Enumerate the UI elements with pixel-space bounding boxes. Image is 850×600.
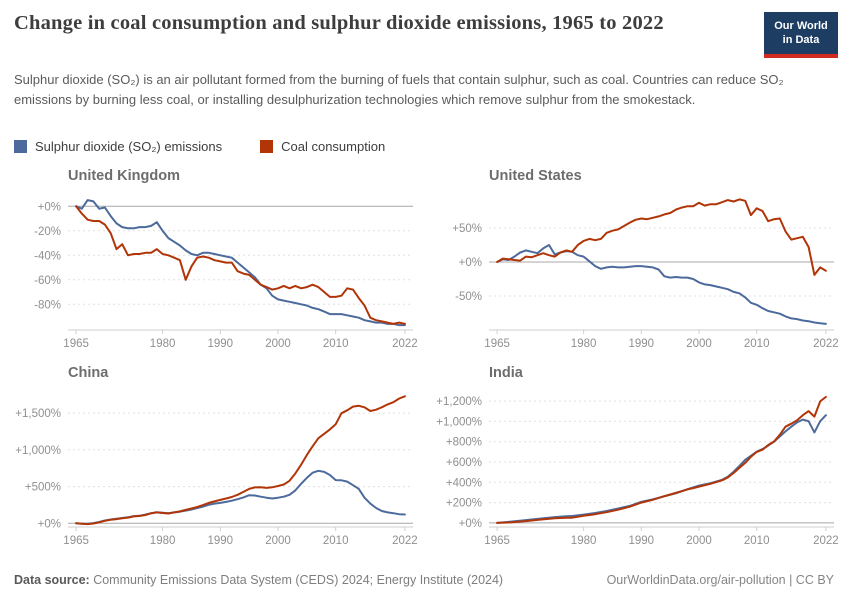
x-tick-label: 1965 — [63, 338, 89, 350]
x-tick-label: 1990 — [629, 535, 655, 547]
x-tick-label: 2022 — [813, 338, 839, 350]
x-tick-label: 1990 — [208, 338, 234, 350]
x-tick-label: 1990 — [208, 535, 234, 547]
y-tick-label: -60% — [34, 275, 61, 287]
y-tick-label: +800% — [446, 437, 482, 449]
so2-legend-swatch-icon — [14, 140, 27, 153]
x-tick-label: 1990 — [629, 338, 655, 350]
coal-line — [496, 395, 827, 524]
owid-url-link[interactable]: OurWorldinData.org/air-pollution | CC BY — [606, 573, 834, 587]
y-tick-label: +500% — [25, 482, 61, 494]
panel-title: United Kingdom — [68, 168, 180, 184]
so2-line — [496, 244, 827, 325]
y-tick-label: +600% — [446, 457, 482, 469]
x-tick-label: 2010 — [744, 535, 770, 547]
data-source-text: Community Emissions Data System (CEDS) 2… — [89, 573, 504, 587]
panel-title: United States — [489, 168, 582, 184]
coal-legend-swatch-icon — [260, 140, 274, 153]
so2-line — [75, 469, 406, 525]
y-tick-label: +200% — [446, 498, 482, 510]
x-tick-label: 2010 — [744, 338, 770, 350]
page-title: Change in coal consumption and sulphur d… — [14, 12, 664, 34]
y-tick-label: +1,200% — [436, 396, 482, 408]
y-tick-label: +0% — [38, 518, 61, 530]
y-tick-label: +0% — [459, 257, 482, 269]
owid-logo-line2: in Data — [782, 34, 820, 47]
coal-line — [75, 395, 406, 526]
x-tick-label: 1980 — [150, 535, 176, 547]
x-tick-label: 2022 — [813, 535, 839, 547]
x-tick-label: 2000 — [686, 338, 712, 350]
chart-panel-united-kingdom: +0% -20% -40% -60% -80% 1965 1980 1990 2000 2010 2… — [34, 168, 418, 350]
legend-label-so2: Sulphur dioxide (SO₂) emissions — [35, 139, 223, 154]
y-tick-label: +50% — [452, 223, 482, 235]
so2-line — [75, 199, 406, 327]
y-tick-label: -20% — [34, 226, 61, 238]
x-tick-label: 2010 — [323, 338, 349, 350]
x-tick-label: 1980 — [571, 535, 597, 547]
y-tick-label: +1,500% — [15, 408, 61, 420]
x-tick-label: 1980 — [150, 338, 176, 350]
coal-line — [496, 198, 827, 276]
legend: Sulphur dioxide (SO₂) emissions Coal con… — [14, 139, 423, 154]
legend-item-so2: Sulphur dioxide (SO₂) emissions — [14, 139, 222, 154]
y-tick-label: +1,000% — [436, 416, 482, 428]
y-tick-label: +400% — [446, 477, 482, 489]
x-tick-label: 2022 — [392, 338, 418, 350]
x-tick-label: 2022 — [392, 535, 418, 547]
chart-grid: +0% -20% -40% -60% -80% 1965 1980 1990 2000 2010 2… — [4, 160, 846, 550]
legend-item-coal: Coal consumption — [260, 139, 385, 154]
chart-panel-india: +1,200% +1,000% +800% +600% +400% +200% +0%196… — [436, 365, 839, 547]
data-source-note: Data source: Community Emissions Data Sy… — [14, 573, 503, 587]
x-tick-label: 2000 — [265, 338, 291, 350]
y-tick-label: -50% — [455, 291, 482, 303]
y-tick-label: +1,000% — [15, 445, 61, 457]
x-tick-label: 1965 — [484, 338, 510, 350]
x-tick-label: 1965 — [63, 535, 89, 547]
x-tick-label: 1965 — [484, 535, 510, 547]
owid-logo: Our World in Data — [764, 12, 838, 58]
x-tick-label: 2000 — [686, 535, 712, 547]
y-tick-label: -80% — [34, 299, 61, 311]
so2-line — [496, 414, 827, 524]
y-tick-label: +0% — [38, 201, 61, 213]
footer: Data source: Community Emissions Data Sy… — [14, 573, 834, 587]
chart-panel-united-states: +50% +0% -50% 1965 1980 1990 2000 2010 2022 Unite… — [452, 168, 839, 350]
panel-title: China — [68, 365, 109, 381]
y-tick-label: +0% — [459, 518, 482, 530]
x-tick-label: 2000 — [265, 535, 291, 547]
panel-title: India — [489, 365, 524, 381]
x-tick-label: 1980 — [571, 338, 597, 350]
x-tick-label: 2010 — [323, 535, 349, 547]
coal-line — [75, 205, 406, 325]
data-source-label: Data source: — [14, 573, 90, 587]
legend-label-coal: Coal consumption — [281, 139, 386, 154]
owid-logo-line1: Our World — [774, 20, 828, 32]
chart-subtitle: Sulphur dioxide (SO₂) is an air pollutan… — [14, 72, 784, 107]
chart-panel-china: +1,500% +1,000% +500% +0%1965 1980 1990 2000 20… — [15, 365, 418, 547]
y-tick-label: -40% — [34, 250, 61, 262]
